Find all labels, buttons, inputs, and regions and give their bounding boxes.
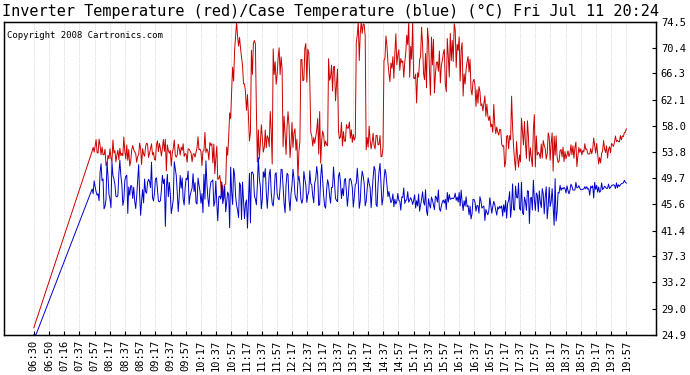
Title: Inverter Temperature (red)/Case Temperature (blue) (°C) Fri Jul 11 20:24: Inverter Temperature (red)/Case Temperat… xyxy=(1,4,658,19)
Text: Copyright 2008 Cartronics.com: Copyright 2008 Cartronics.com xyxy=(8,31,164,40)
